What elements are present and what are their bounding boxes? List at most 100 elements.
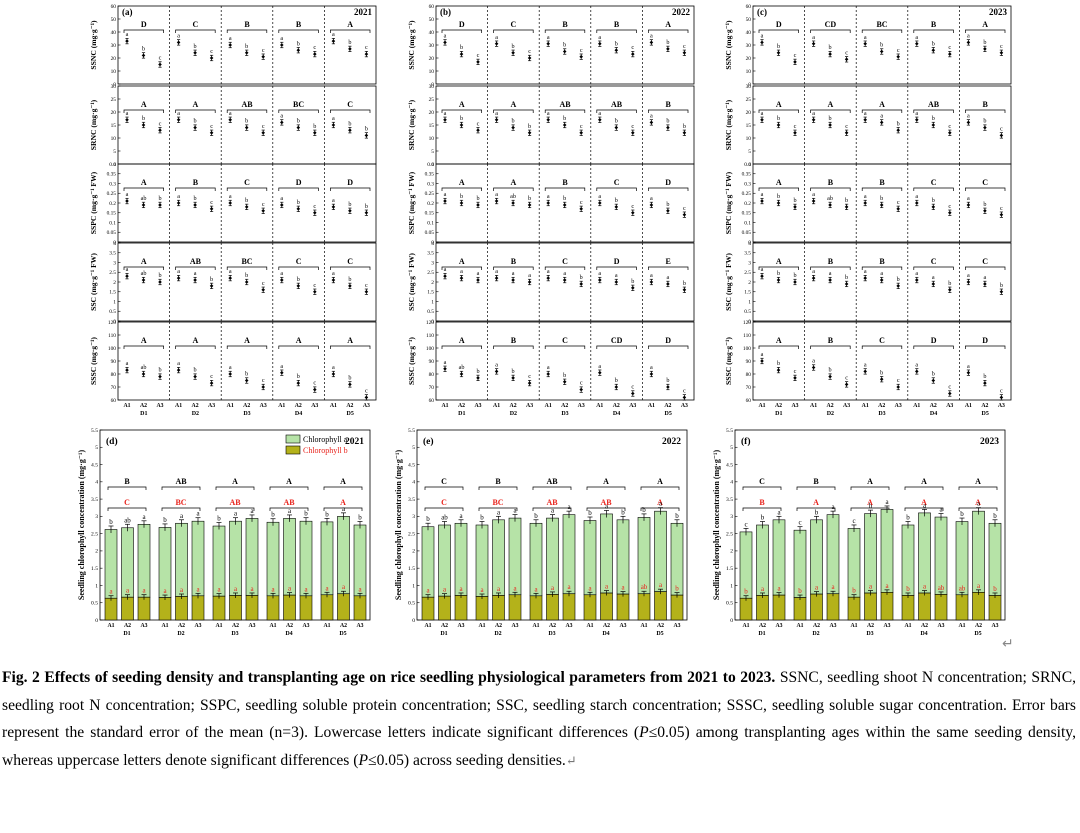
- uppercase-letter: A: [141, 336, 147, 345]
- data-point: [546, 372, 550, 376]
- x-tick-label: A3: [302, 623, 309, 629]
- significance-bracket: [965, 345, 1006, 349]
- data-point: [125, 118, 129, 122]
- x-group-label: D5: [665, 411, 672, 417]
- lowercase-letter: a: [598, 34, 601, 41]
- uppercase-letter: E: [666, 257, 671, 266]
- bar-chlorophyll-b: [847, 596, 861, 621]
- significance-bracket: [278, 109, 319, 113]
- data-point: [760, 118, 764, 122]
- y-tick-label: 100: [426, 346, 434, 352]
- lowercase-chla: b: [426, 515, 430, 523]
- uppercase-chlb: AB: [600, 498, 612, 507]
- lowercase-letter: c: [262, 47, 265, 54]
- significance-bracket: [330, 29, 371, 33]
- lowercase-letter: b: [460, 44, 463, 51]
- lowercase-letter: b: [932, 40, 935, 47]
- bar-chlorophyll-b: [880, 592, 894, 621]
- lowercase-chlb: a: [831, 583, 835, 591]
- lowercase-letter: b: [631, 278, 634, 285]
- y-tick-label: 0: [113, 162, 116, 168]
- lowercase-letter: a: [880, 112, 883, 119]
- bar-chlorophyll-b: [353, 595, 367, 621]
- x-group-label: D2: [192, 411, 199, 417]
- y-tick-label: 4: [412, 480, 415, 486]
- bar-chlorophyll-b: [191, 595, 205, 621]
- data-point: [614, 125, 619, 130]
- data-point: [828, 203, 832, 207]
- y-tick-label: 25: [429, 97, 435, 103]
- x-tick-label: A1: [810, 403, 817, 409]
- significance-bracket: [330, 266, 371, 270]
- x-tick-label: A1: [862, 403, 869, 409]
- bar-chlorophyll-b: [654, 591, 667, 621]
- caption-p-symbol: P: [639, 724, 649, 741]
- uppercase-chlb: BC: [492, 498, 503, 507]
- x-group-label: D4: [920, 631, 927, 637]
- lowercase-chla: a: [497, 508, 501, 516]
- total-bracket: [269, 486, 309, 490]
- x-tick-label: A1: [904, 623, 911, 629]
- lowercase-letter: b: [476, 368, 479, 375]
- data-point: [983, 47, 987, 51]
- data-point: [193, 125, 197, 130]
- lowercase-chla: a: [923, 501, 927, 509]
- plot-frame: [752, 321, 1012, 401]
- data-point: [793, 131, 797, 135]
- bar-chlorophyll-b: [918, 592, 931, 621]
- lowercase-letter: c: [1000, 125, 1003, 132]
- data-point: [776, 368, 781, 372]
- lowercase-letter: ab: [510, 193, 516, 200]
- plot-frame: [435, 321, 695, 401]
- y-tick-label: 40: [429, 30, 435, 36]
- significance-bracket: [441, 187, 482, 191]
- bar-chlorophyll-a: [972, 510, 985, 593]
- lowercase-letter: c: [159, 55, 162, 62]
- y-axis-label: SSPC (mg·g⁻¹ FW): [407, 171, 416, 234]
- data-point: [364, 395, 369, 400]
- x-tick-label: A2: [140, 403, 147, 409]
- lowercase-chla: c: [744, 520, 747, 528]
- y-tick-label: 0.25: [107, 191, 117, 197]
- lowercase-letter: c: [897, 377, 900, 384]
- data-point: [443, 199, 447, 203]
- lowercase-letter: a: [547, 364, 550, 371]
- data-point: [296, 381, 301, 385]
- uppercase-letter: A: [665, 20, 671, 29]
- y-tick-label: 2.5: [408, 531, 415, 537]
- data-point: [682, 288, 687, 292]
- data-point: [649, 203, 654, 207]
- uppercase-letter: B: [879, 257, 885, 266]
- significance-bracket: [493, 266, 534, 270]
- lowercase-letter: a: [761, 32, 764, 39]
- uppercase-letter: C: [931, 257, 937, 266]
- bar-chlorophyll-b: [826, 593, 840, 621]
- y-tick-label: 3.5: [427, 251, 434, 257]
- lowercase-chla: b: [960, 510, 964, 518]
- y-axis-label: Seedling chlorophyll concentration (mg·g…: [394, 450, 403, 601]
- lowercase-chla: a: [551, 507, 555, 515]
- data-point: [494, 369, 499, 374]
- x-tick-label: A1: [532, 623, 539, 629]
- significance-bracket: [861, 345, 903, 349]
- x-group-label: D1: [758, 631, 765, 637]
- data-point: [141, 278, 146, 282]
- y-tick-label: 30: [746, 84, 752, 90]
- y-tick-label: 0: [113, 82, 116, 88]
- lowercase-letter: a: [547, 34, 550, 41]
- data-point: [296, 125, 301, 130]
- panel-label: (a): [122, 7, 133, 17]
- bar-chlorophyll-b: [988, 595, 1002, 621]
- y-tick-label: 1: [95, 583, 98, 589]
- bar-chlorophyll-b: [562, 593, 576, 621]
- data-point: [760, 199, 764, 203]
- lowercase-chlb: a: [325, 584, 329, 592]
- lowercase-chlb: a: [288, 585, 292, 593]
- lowercase-letter: a: [761, 351, 764, 358]
- lowercase-chlb: a: [426, 587, 430, 595]
- uppercase-letter: CD: [611, 336, 623, 345]
- lowercase-chla: b: [869, 502, 873, 510]
- lowercase-letter: b: [512, 43, 515, 50]
- figure-caption: Fig. 2 Effects of seeding density and tr…: [2, 664, 1076, 774]
- lowercase-letter: b: [158, 272, 161, 279]
